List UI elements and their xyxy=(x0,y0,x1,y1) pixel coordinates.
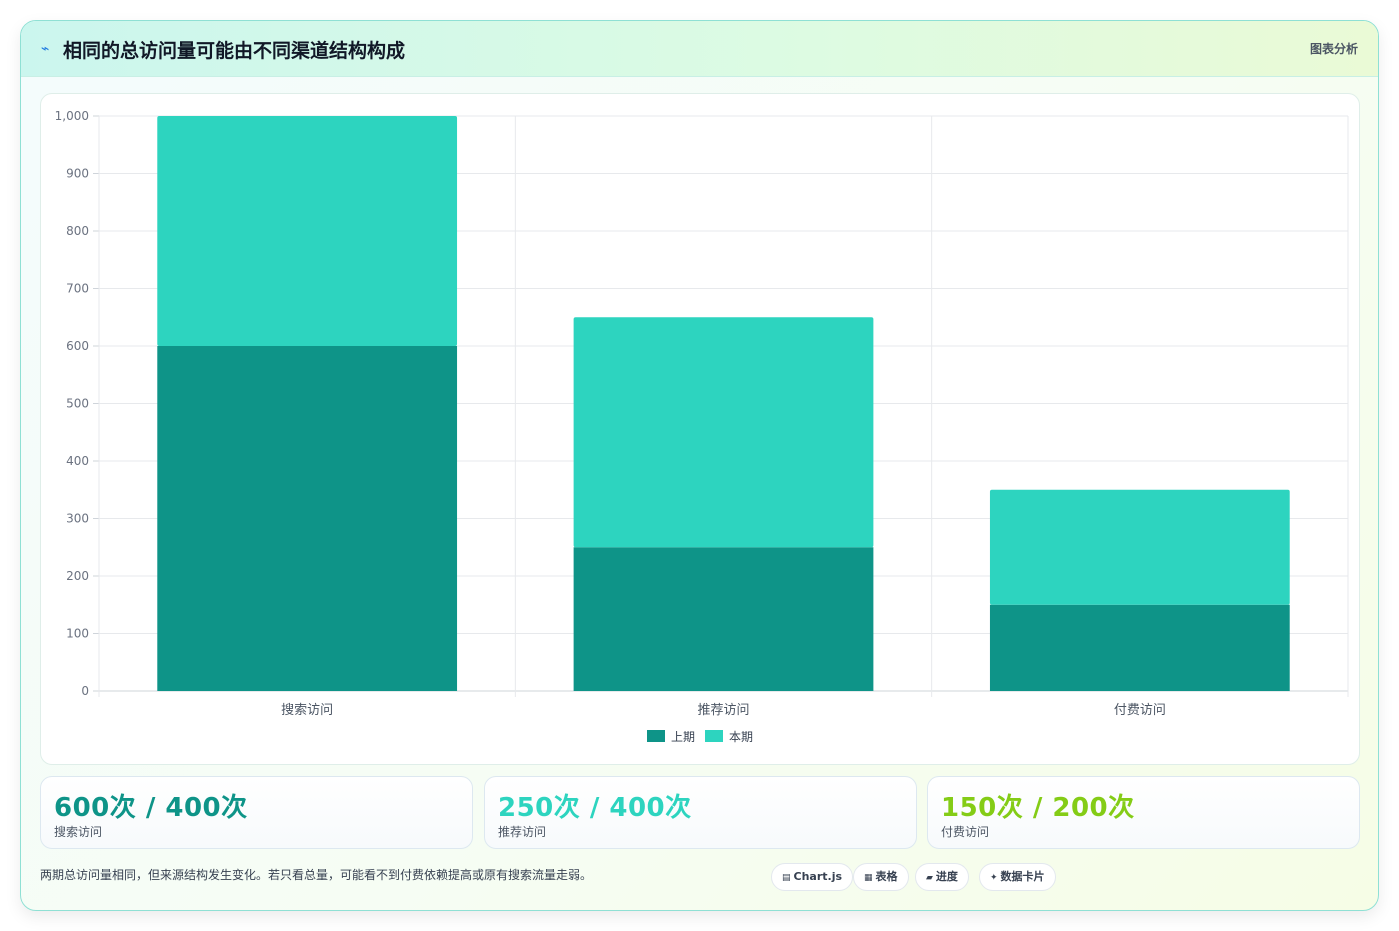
y-tick-label: 300 xyxy=(66,512,89,526)
y-tick-label: 500 xyxy=(66,397,89,411)
y-tick-label: 1,000 xyxy=(55,109,89,123)
x-tick-label: 搜索访问 xyxy=(281,703,333,718)
y-tick-label: 900 xyxy=(66,167,89,181)
y-tick-label: 200 xyxy=(66,569,89,583)
stat-label: 推荐访问 xyxy=(498,825,547,839)
stat-label: 搜索访问 xyxy=(54,825,103,839)
tag-label: 表格 xyxy=(875,870,898,883)
analysis-note: 两期总访问量相同，但来源结构发生变化。若只看总量，可能看不到付费依赖提高或原有搜… xyxy=(40,868,593,882)
stat-card-referral: 250次 / 400次 推荐访问 xyxy=(484,776,917,849)
y-tick-label: 400 xyxy=(66,454,89,468)
y-tick-label: 700 xyxy=(66,282,89,296)
x-tick-label: 付费访问 xyxy=(1114,703,1166,718)
stat-value: 250次 / 400次 xyxy=(498,793,692,823)
progress-icon: ▰ xyxy=(926,873,933,883)
table-icon: ▦ xyxy=(864,873,873,883)
bar-previous xyxy=(989,604,1290,691)
tag-progress[interactable]: ▰ 进度 xyxy=(915,863,969,891)
stacked-bar-chart: 0 100 200 300 400 500 600 700 800 900 1,000 搜索访问 推荐访… xyxy=(55,109,1349,744)
tag-chartjs[interactable]: ▤ Chart.js xyxy=(771,863,854,891)
y-tick-label: 100 xyxy=(66,627,89,641)
chart-container: 0 100 200 300 400 500 600 700 800 900 1,000 搜索访问 推荐访… xyxy=(40,93,1360,765)
card-header: ⌁ 相同的总访问量可能由不同渠道结构构成 图表分析 xyxy=(21,21,1378,77)
legend-swatch xyxy=(705,730,723,742)
tag-label: Chart.js xyxy=(793,870,843,883)
bar-previous xyxy=(157,346,458,691)
y-tick-label: 600 xyxy=(66,339,89,353)
x-tick-label: 推荐访问 xyxy=(697,703,749,718)
tag-table[interactable]: ▦ 表格 xyxy=(853,863,909,891)
tag-label: 进度 xyxy=(935,870,958,883)
sparkle-icon: ✦ xyxy=(990,873,998,883)
bar-current xyxy=(989,489,1290,605)
tag-label: 数据卡片 xyxy=(1000,870,1045,883)
stat-card-search: 600次 / 400次 搜索访问 xyxy=(40,776,473,849)
legend-label: 上期 xyxy=(671,730,695,744)
chart-icon: ▤ xyxy=(782,873,791,883)
stat-value: 600次 / 400次 xyxy=(54,793,248,823)
y-tick-label: 0 xyxy=(81,684,89,698)
tag-data-card[interactable]: ✦ 数据卡片 xyxy=(979,863,1056,891)
page-title: 相同的总访问量可能由不同渠道结构构成 xyxy=(63,40,406,62)
bar-current xyxy=(573,317,874,548)
y-tick-label: 800 xyxy=(66,224,89,238)
stat-value: 150次 / 200次 xyxy=(941,793,1135,823)
chart-analysis-link[interactable]: 图表分析 xyxy=(1309,42,1358,56)
legend-label: 本期 xyxy=(729,730,753,744)
bar-previous xyxy=(573,547,874,691)
trend-icon: ⌁ xyxy=(41,41,50,57)
legend-swatch xyxy=(647,730,665,742)
stat-card-paid: 150次 / 200次 付费访问 xyxy=(927,776,1360,849)
stat-label: 付费访问 xyxy=(941,825,990,839)
bar-current xyxy=(157,116,458,346)
chart-card: ⌁ 相同的总访问量可能由不同渠道结构构成 图表分析 0 100 200 300 400 5… xyxy=(20,20,1379,911)
